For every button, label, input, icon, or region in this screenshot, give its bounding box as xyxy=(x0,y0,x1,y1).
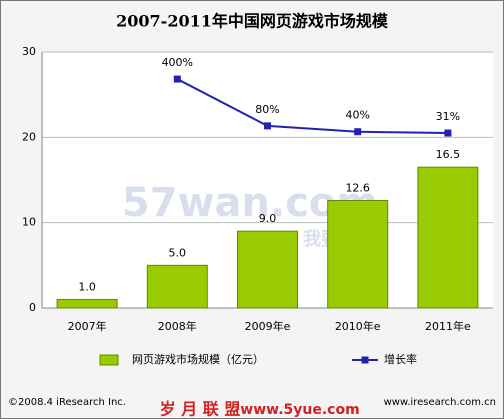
value-label: 9.0 xyxy=(259,212,277,225)
bar xyxy=(237,230,298,309)
chart-title: 2007-2011年中国网页游戏市场规模 xyxy=(116,12,389,31)
value-label: 12.6 xyxy=(345,181,370,194)
bar xyxy=(146,264,208,309)
y-tick-label: 10 xyxy=(22,216,36,229)
x-tick-label: 2007年 xyxy=(68,319,107,333)
bar xyxy=(417,166,479,309)
legend-swatch xyxy=(99,354,119,366)
line-marker xyxy=(264,122,271,130)
legend-label: 网页游戏市场规模（亿元） xyxy=(132,352,264,366)
legend-label: 增长率 xyxy=(384,352,417,366)
watermark: www.5yue.com xyxy=(240,402,359,418)
y-tick-label: 30 xyxy=(22,45,36,58)
line xyxy=(176,78,448,135)
value-label: 80% xyxy=(255,103,279,116)
x-tick-label: 2009年e xyxy=(245,319,291,333)
line-marker xyxy=(354,128,362,136)
source: ©2008.4 iResearch Inc. xyxy=(8,397,126,408)
x-tick-label: 2008年 xyxy=(158,319,197,333)
bar xyxy=(56,298,118,309)
legend-swatch xyxy=(361,356,369,364)
y-tick-label: 20 xyxy=(22,130,36,143)
line-marker xyxy=(444,129,452,137)
website: www.iresearch.com.cn xyxy=(384,397,496,408)
bar xyxy=(327,199,389,309)
value-label: 16.5 xyxy=(436,148,461,161)
value-label: 400% xyxy=(162,56,193,69)
value-label: 40% xyxy=(345,109,369,122)
watermark: 岁 月 联 盟 xyxy=(160,400,241,419)
line-marker xyxy=(173,75,181,83)
value-label: 31% xyxy=(436,110,460,123)
y-tick-label: 0 xyxy=(29,301,36,314)
x-tick-label: 2010年e xyxy=(335,319,381,333)
x-tick-label: 2011年e xyxy=(425,319,471,333)
value-label: 5.0 xyxy=(169,246,187,259)
value-label: 1.0 xyxy=(78,280,96,293)
